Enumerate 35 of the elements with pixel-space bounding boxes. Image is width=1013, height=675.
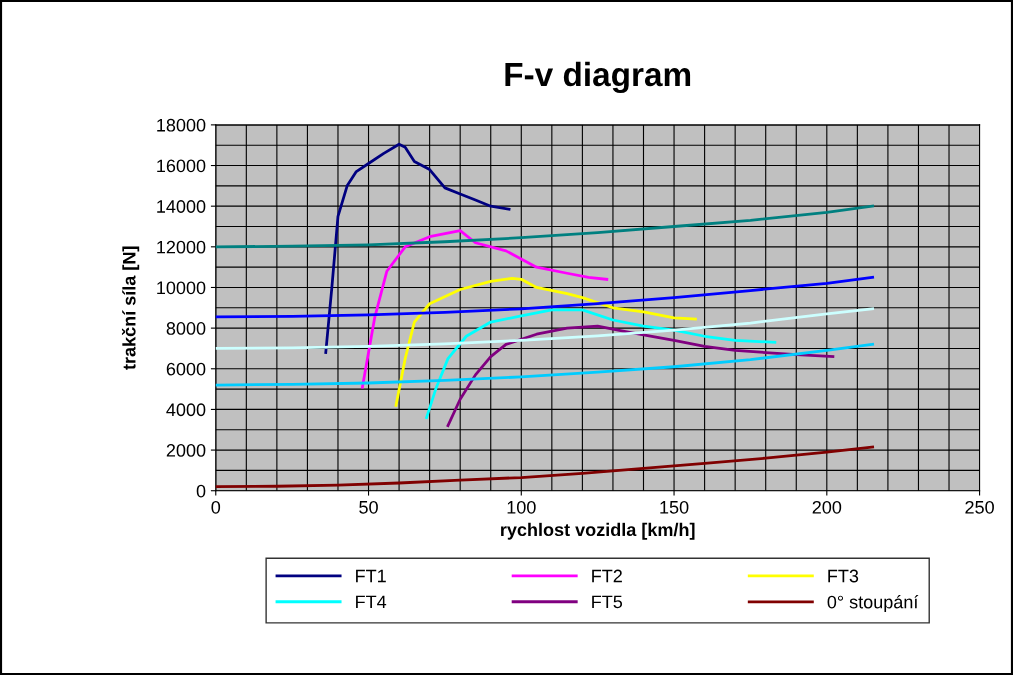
line-series <box>425 308 777 419</box>
y-tick-label: 14000 <box>157 200 206 213</box>
x-axis-title: rychlost vozidla [km/h] <box>501 522 695 540</box>
line-series <box>361 229 609 389</box>
x-tick-label: 50 <box>359 500 378 514</box>
line-series <box>446 324 835 428</box>
y-tick-label: 6000 <box>166 362 206 376</box>
y-tick-label: 16000 <box>157 159 206 173</box>
x-tick-label: 250 <box>965 500 994 514</box>
line-series <box>215 445 875 489</box>
legend-label: FT5 <box>592 595 623 609</box>
line-series <box>324 142 511 354</box>
x-tick-label: 100 <box>507 500 536 514</box>
legend-label: FT1 <box>356 569 386 583</box>
y-tick-label: 8000 <box>166 322 206 335</box>
legend-label: FT2 <box>592 569 622 583</box>
legend-label: 0° stoupání <box>827 594 919 613</box>
x-tick-label: 0 <box>211 500 221 514</box>
y-tick-label: 2000 <box>166 444 206 457</box>
legend-label: FT4 <box>356 595 387 609</box>
line-series <box>215 343 875 387</box>
legend-label: FT3 <box>828 569 859 583</box>
y-tick-label: 18000 <box>157 118 206 132</box>
chart-title: F-v diagram <box>505 61 691 94</box>
x-tick-label: 200 <box>812 500 842 514</box>
line-series <box>394 276 697 407</box>
line-series <box>215 204 875 249</box>
line-series <box>215 307 875 350</box>
line-series <box>215 275 875 319</box>
x-tick-label: 150 <box>660 500 689 514</box>
y-tick-label: 0 <box>196 484 206 498</box>
y-tick-label: 12000 <box>157 240 206 254</box>
y-tick-label: 10000 <box>157 281 206 295</box>
y-axis-title: trakční síla [N] <box>121 246 140 370</box>
y-tick-label: 4000 <box>166 403 206 417</box>
